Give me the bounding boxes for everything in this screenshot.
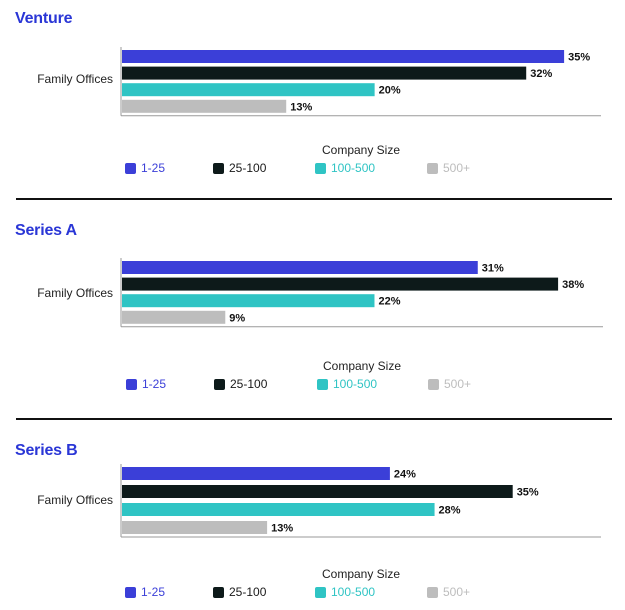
bar-chart: Family Offices 35% 32% 20% 13%: [37, 47, 601, 117]
legend-label: 500+: [443, 161, 471, 175]
legend-item-500-plus[interactable]: 500+: [427, 585, 470, 599]
legend-label: 500+: [443, 585, 471, 599]
bar-100-500: [122, 83, 375, 97]
legend-swatch: [125, 586, 136, 598]
data-label: 31%: [482, 263, 504, 275]
legend-swatch: [126, 378, 137, 390]
data-label: 9%: [229, 312, 245, 324]
section-divider: [16, 198, 612, 200]
legend-label: 100-500: [331, 585, 376, 599]
legend-label: 25-100: [229, 585, 267, 599]
bar-100-500: [122, 503, 435, 516]
legend-swatch: [315, 162, 326, 174]
chart-panel-series-b: Series B Family Offices 24% 35% 28% 13% Comp…: [0, 442, 625, 610]
bar-500+: [122, 310, 226, 324]
category-label: Family Offices: [37, 72, 113, 86]
legend-label: 1-25: [141, 161, 166, 175]
section-divider: [16, 418, 612, 420]
legend-item-1-25[interactable]: 1-25: [126, 377, 166, 391]
legend-swatch: [125, 162, 136, 174]
bar-25-100: [122, 485, 513, 498]
data-label: 38%: [562, 279, 584, 291]
legend-swatch: [315, 586, 326, 598]
legend-item-25-100[interactable]: 25-100: [214, 377, 267, 391]
bar-25-100: [122, 66, 527, 80]
data-label: 35%: [568, 52, 590, 64]
legend-label: 100-500: [331, 161, 376, 175]
bar-500+: [122, 521, 268, 534]
legend-item-500-plus[interactable]: 500+: [427, 161, 470, 175]
category-label: Family Offices: [37, 286, 113, 300]
legend-title: Company Size: [322, 359, 402, 373]
chart-panel-series-a: Series A Family Offices 31% 38% 22% 9% Compa…: [0, 222, 625, 417]
legend-item-100-500[interactable]: 100-500: [317, 377, 377, 391]
legend-swatch: [427, 162, 438, 174]
bar-chart: Family Offices 24% 35% 28% 13%: [37, 464, 601, 538]
chart-title: Venture: [15, 10, 73, 27]
legend-label: 1-25: [141, 585, 166, 599]
legend-item-1-25[interactable]: 1-25: [125, 161, 165, 175]
data-label: 35%: [517, 487, 539, 499]
bar-1-25: [122, 50, 565, 63]
bar-1-25: [122, 261, 478, 274]
data-label: 22%: [378, 296, 400, 308]
legend-swatch: [428, 378, 439, 390]
legend-label: 25-100: [229, 161, 267, 175]
legend-swatch: [317, 378, 328, 390]
legend-label: 25-100: [230, 377, 268, 391]
chart-title: Series B: [15, 442, 78, 459]
data-label: 32%: [530, 68, 552, 80]
legend-title: Company Size: [321, 143, 401, 157]
legend-label: 500+: [444, 377, 472, 391]
legend-title: Company Size: [321, 567, 401, 581]
data-label: 24%: [394, 469, 416, 481]
bar-25-100: [122, 277, 559, 291]
legend-item-100-500[interactable]: 100-500: [315, 161, 375, 175]
legend-item-25-100[interactable]: 25-100: [213, 585, 266, 599]
legend-item-1-25[interactable]: 1-25: [125, 585, 165, 599]
bar-500+: [122, 99, 287, 113]
legend-swatch: [213, 586, 224, 598]
data-label: 13%: [290, 101, 312, 113]
chart-panel-venture: Venture Family Offices 35% 32% 20% 13% Compa…: [0, 10, 625, 200]
bar-1-25: [122, 467, 390, 480]
bar-chart: Family Offices 31% 38% 22% 9%: [37, 258, 603, 328]
legend-item-25-100[interactable]: 25-100: [213, 161, 266, 175]
data-label: 13%: [271, 523, 293, 535]
category-label: Family Offices: [37, 493, 113, 507]
bar-100-500: [122, 294, 375, 308]
legend-swatch: [214, 378, 225, 390]
legend-item-500-plus[interactable]: 500+: [428, 377, 471, 391]
chart-title: Series A: [15, 222, 77, 239]
legend-swatch: [427, 586, 438, 598]
legend-label: 100-500: [333, 377, 378, 391]
data-label: 20%: [379, 85, 401, 97]
legend-item-100-500[interactable]: 100-500: [315, 585, 375, 599]
legend-label: 1-25: [142, 377, 167, 391]
legend-swatch: [213, 162, 224, 174]
data-label: 28%: [439, 505, 461, 517]
